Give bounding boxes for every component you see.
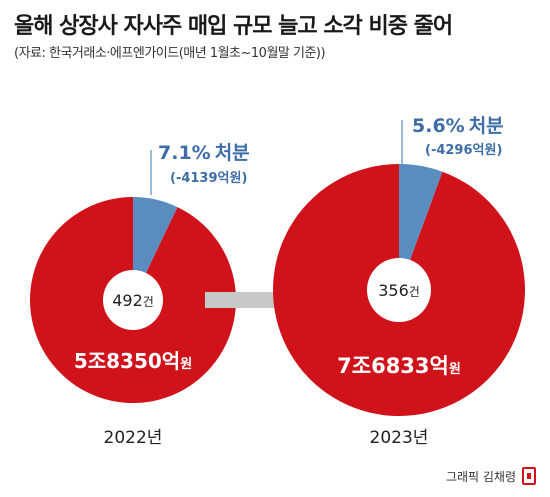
pie-2023-cancel-amount: (-4296억원) (425, 143, 502, 158)
pie-2023-cancel-slice (399, 164, 443, 290)
pie-2023-total: 7조6833억원 (337, 354, 461, 378)
pie-2022-year: 2022년 (104, 428, 163, 448)
pie-2022: 492건 5조8350억원 7.1% 처분 (-4139억원) 2022년 (30, 142, 250, 448)
pie-2023: 356건 7조6833억원 5.6% 처분 (-4296억원) 2023년 (273, 115, 525, 448)
pie-2023-year: 2023년 (370, 428, 429, 448)
pie-2023-center (367, 258, 431, 322)
credit: 그래픽 김채령 (446, 467, 536, 485)
chart-title: 올해 상장사 자사주 매입 규모 늘고 소각 비중 줄어 (14, 14, 453, 39)
credit-text: 그래픽 김채령 (445, 469, 516, 484)
arrow-icon (205, 279, 322, 321)
chart-source: (자료: 한국거래소·에프엔가이드(매년 1월초~10월말 기준)) (14, 46, 326, 61)
pie-2022-total: 5조8350억원 (74, 349, 192, 373)
pie-2022-center (103, 270, 163, 330)
pie-2023-count: 356건 (378, 281, 420, 300)
pie-2023-cancel-label: 5.6% 처분 (412, 115, 504, 137)
brand-logo-icon (522, 467, 536, 485)
pie-2022-cancel-amount: (-4139억원) (170, 171, 247, 186)
pie-2022-count: 492건 (112, 291, 154, 310)
pie-2022-cancel-label: 7.1% 처분 (158, 142, 250, 164)
